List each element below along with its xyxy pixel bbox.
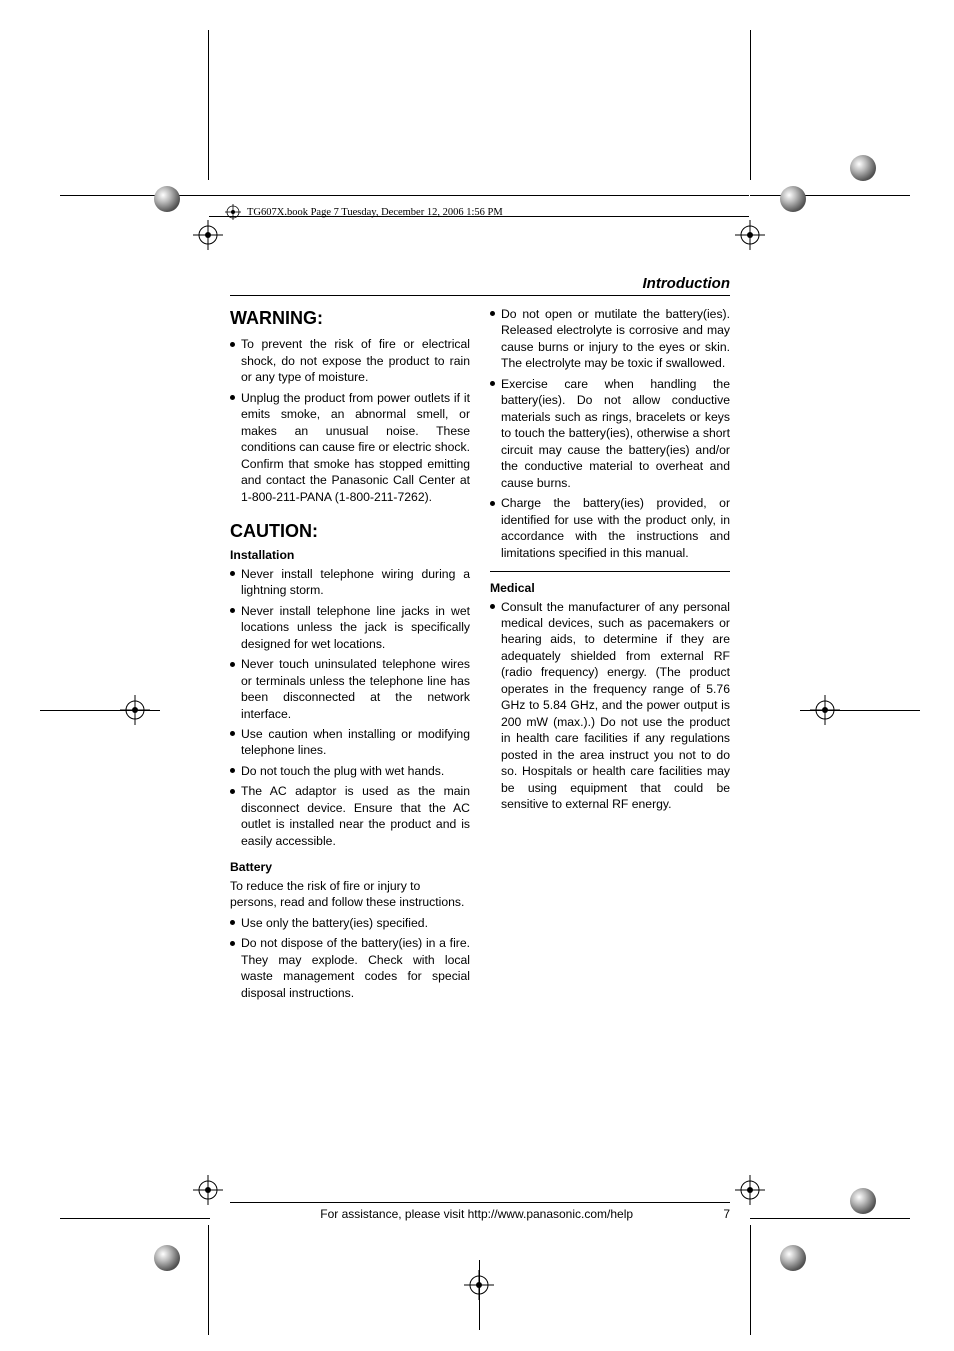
crop-line (750, 30, 751, 180)
list-item: Never touch uninsulated telephone wires … (230, 656, 470, 722)
body-columns: WARNING: To prevent the risk of fire or … (230, 306, 730, 1007)
list-item: Charge the battery(ies) provided, or ide… (490, 495, 730, 561)
page-footer: For assistance, please visit http://www.… (230, 1202, 730, 1221)
registration-ball-icon (850, 1188, 876, 1214)
warning-heading: WARNING: (230, 306, 470, 330)
footer-text: For assistance, please visit http://www.… (230, 1207, 723, 1221)
registration-ball-icon (780, 186, 806, 212)
registration-mark-icon (193, 220, 223, 250)
battery-list-left: Use only the battery(ies) specified. Do … (230, 915, 470, 1001)
battery-subhead: Battery (230, 859, 470, 875)
list-item: Do not open or mutilate the battery(ies)… (490, 306, 730, 372)
registration-ball-icon (154, 186, 180, 212)
crop-line (208, 30, 209, 180)
registration-ball-icon (154, 1245, 180, 1271)
header-rule-top (209, 195, 749, 196)
list-item: Never install telephone wiring during a … (230, 566, 470, 599)
registration-mark-icon (193, 1175, 223, 1205)
registration-ball-icon (780, 1245, 806, 1271)
battery-intro: To reduce the risk of fire or injury to … (230, 878, 470, 911)
crop-line (60, 195, 210, 196)
list-item: Do not dispose of the battery(ies) in a … (230, 935, 470, 1001)
registration-ball-icon (850, 155, 876, 181)
header-stamp: TG607X.book Page 7 Tuesday, December 12,… (225, 204, 503, 220)
list-item: Use caution when installing or modifying… (230, 726, 470, 759)
battery-list-right: Do not open or mutilate the battery(ies)… (490, 306, 730, 561)
crop-line (750, 195, 910, 196)
registration-mark-icon (735, 1175, 765, 1205)
medical-subhead: Medical (490, 580, 730, 596)
list-item: Consult the manufacturer of any personal… (490, 599, 730, 813)
book-icon (225, 204, 241, 220)
list-item: To prevent the risk of fire or electrica… (230, 336, 470, 385)
section-title: Introduction (230, 275, 730, 296)
list-item: Unplug the product from power outlets if… (230, 390, 470, 505)
registration-mark-icon (464, 1270, 494, 1300)
list-item: Use only the battery(ies) specified. (230, 915, 470, 931)
registration-mark-icon (810, 695, 840, 725)
page-number: 7 (723, 1207, 730, 1221)
header-rule-bottom (209, 216, 749, 217)
installation-subhead: Installation (230, 547, 470, 563)
registration-mark-icon (735, 220, 765, 250)
crop-line (750, 1218, 910, 1219)
caution-heading: CAUTION: (230, 519, 470, 543)
list-item: Never install telephone line jacks in we… (230, 603, 470, 652)
list-item: Do not touch the plug with wet hands. (230, 763, 470, 779)
warning-list: To prevent the risk of fire or electrica… (230, 336, 470, 505)
crop-line (750, 1225, 751, 1335)
page-content: Introduction WARNING: To prevent the ris… (230, 275, 730, 1007)
crop-line (208, 1225, 209, 1335)
list-item: Exercise care when handling the battery(… (490, 376, 730, 491)
section-divider (490, 571, 730, 572)
crop-line (60, 1218, 210, 1219)
list-item: The AC adaptor is used as the main disco… (230, 783, 470, 849)
registration-mark-icon (120, 695, 150, 725)
column-right: Do not open or mutilate the battery(ies)… (490, 306, 730, 1007)
column-left: WARNING: To prevent the risk of fire or … (230, 306, 470, 1007)
installation-list: Never install telephone wiring during a … (230, 566, 470, 850)
medical-list: Consult the manufacturer of any personal… (490, 599, 730, 813)
